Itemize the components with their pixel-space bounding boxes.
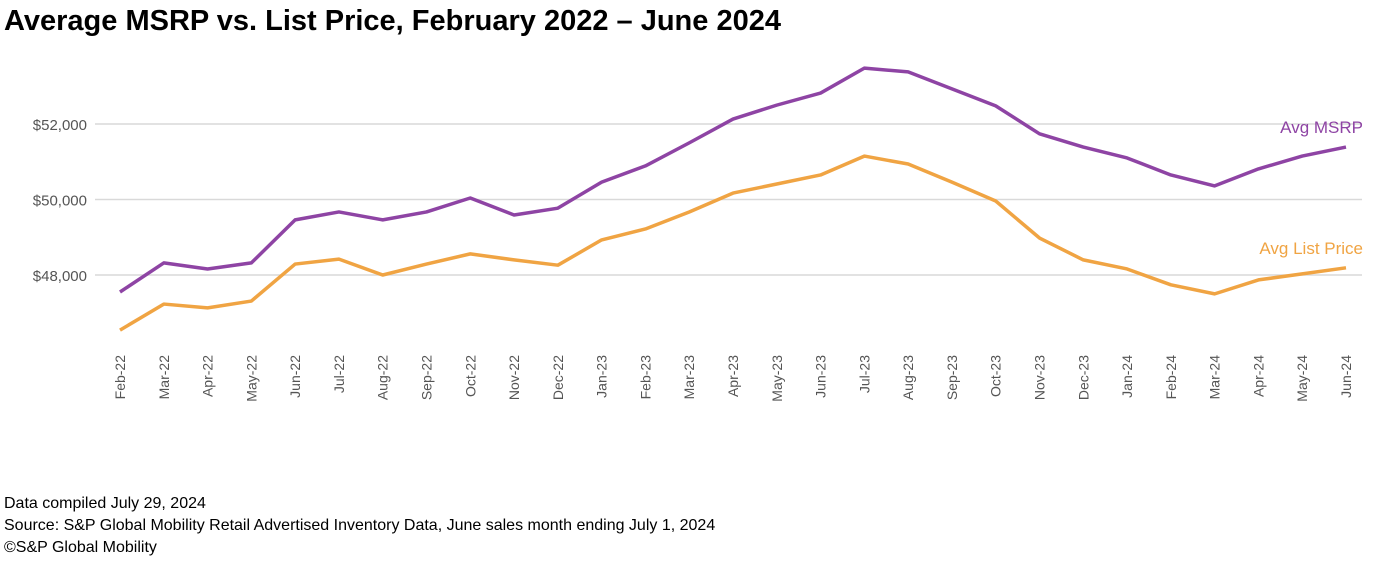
series-line — [119, 66, 1347, 294]
x-tick-label: Jul-23 — [856, 355, 872, 393]
x-tick-label: Aug-23 — [900, 355, 916, 400]
chart-title: Average MSRP vs. List Price, February 20… — [4, 5, 781, 37]
series-line — [119, 154, 1347, 332]
x-tick-label: Jun-24 — [1338, 355, 1354, 398]
x-tick-label: Mar-24 — [1207, 355, 1223, 400]
x-tick-label: Apr-23 — [725, 355, 741, 397]
legend-label: Avg List Price — [1259, 239, 1363, 258]
x-tick-label: Mar-23 — [681, 355, 697, 400]
x-tick-label: Aug-22 — [375, 355, 391, 400]
x-tick-label: May-23 — [769, 355, 785, 402]
x-tick-label: Oct-22 — [462, 355, 478, 397]
x-tick-label: Feb-22 — [112, 355, 128, 400]
x-tick-label: Jan-24 — [1119, 355, 1135, 398]
x-tick-label: Feb-23 — [637, 355, 653, 400]
legend-label: Avg MSRP — [1280, 118, 1363, 137]
x-tick-label: May-24 — [1294, 355, 1310, 402]
x-tick-label: Sep-23 — [944, 355, 960, 400]
x-tick-label: Sep-22 — [419, 355, 435, 400]
x-tick-label: Nov-22 — [506, 355, 522, 400]
note: Source: S&P Global Mobility Retail Adver… — [4, 517, 715, 534]
x-tick-label: Apr-24 — [1250, 355, 1266, 397]
x-tick-label: Feb-24 — [1163, 355, 1179, 400]
x-tick-label: Jun-23 — [813, 355, 829, 398]
y-tick-label: $52,000 — [33, 117, 87, 134]
x-tick-label: Nov-23 — [1032, 355, 1048, 400]
x-tick-label: Dec-22 — [550, 355, 566, 400]
x-tick-label: Mar-22 — [156, 355, 172, 400]
y-tick-label: $48,000 — [33, 268, 87, 285]
x-tick-label: Jun-22 — [287, 355, 303, 398]
x-tick-label: May-22 — [243, 355, 259, 402]
x-tick-label: Oct-23 — [988, 355, 1004, 397]
x-tick-label: Jan-23 — [594, 355, 610, 398]
note: ©S&P Global Mobility — [4, 539, 157, 556]
x-tick-label: Apr-22 — [200, 355, 216, 397]
y-tick-label: $50,000 — [33, 193, 87, 210]
x-tick-label: Dec-23 — [1075, 355, 1091, 400]
note: Data compiled July 29, 2024 — [4, 495, 206, 512]
x-tick-label: Jul-22 — [331, 355, 347, 393]
